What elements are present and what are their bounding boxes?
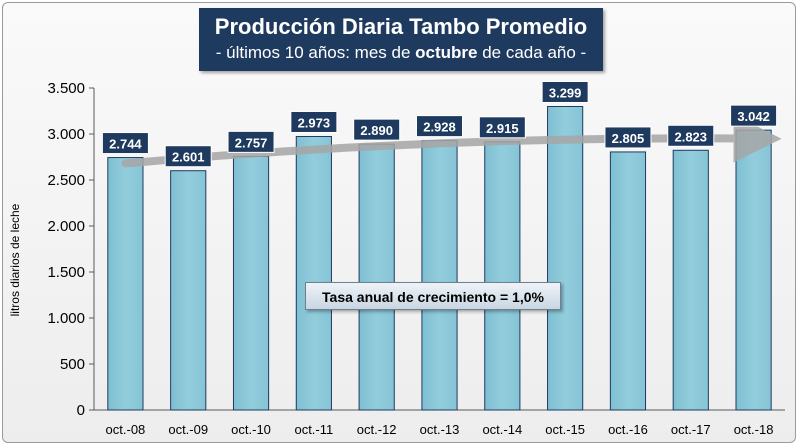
bar	[107, 157, 144, 411]
data-label: 2.601	[172, 150, 205, 165]
bar	[547, 105, 584, 411]
data-label: 2.744	[109, 137, 142, 152]
data-label: 2.928	[423, 120, 456, 135]
subtitle-prefix: - últimos 10 años: mes de	[215, 43, 416, 62]
x-tick-label: oct.-14	[482, 422, 522, 437]
data-label-box	[227, 130, 275, 153]
bar	[232, 155, 270, 411]
y-tick-label: 3.000	[47, 126, 85, 143]
y-tick-label: 0	[77, 402, 85, 419]
x-tick-label: oct.-15	[545, 422, 585, 437]
bar	[358, 143, 395, 411]
bar	[735, 129, 772, 411]
data-label-box	[101, 132, 149, 155]
y-tick-label: 2.500	[47, 172, 85, 189]
data-label-box	[290, 110, 338, 133]
bar	[295, 135, 332, 411]
x-tick-label: oct.-17	[671, 422, 711, 437]
bar	[672, 149, 709, 411]
y-tick-label: 500	[60, 356, 85, 373]
x-tick-label: oct.-16	[608, 422, 648, 437]
growth-rate-callout: Tasa anual de crecimiento = 1,0%	[305, 282, 561, 310]
data-label-box	[478, 116, 526, 139]
bar	[484, 141, 521, 411]
subtitle-month: octubre	[415, 43, 478, 62]
x-tick-label: oct.-13	[420, 422, 460, 437]
x-tick-label: oct.-18	[734, 422, 774, 437]
x-tick-label: oct.-10	[231, 422, 271, 437]
bar	[609, 151, 647, 411]
data-label: 2.805	[612, 131, 645, 146]
data-label: 2.915	[486, 121, 519, 136]
data-label-box	[604, 126, 652, 149]
y-tick-label: 1.000	[47, 310, 85, 327]
data-label-box	[730, 104, 778, 127]
chart-title-box: Producción Diaria Tambo Promedio - últim…	[199, 8, 603, 71]
data-label-box	[164, 145, 212, 168]
bar	[170, 170, 207, 411]
x-tick-label: oct.-09	[168, 422, 208, 437]
data-label-box	[667, 124, 715, 147]
data-label-box	[541, 80, 589, 103]
data-label: 2.973	[298, 115, 331, 130]
data-label: 2.823	[674, 129, 707, 144]
x-tick-label: oct.-12	[357, 422, 397, 437]
x-tick-label: oct.-11	[294, 422, 333, 437]
data-label-box	[416, 115, 463, 138]
y-tick-label: 1.500	[47, 264, 85, 281]
subtitle-suffix: de cada año -	[477, 43, 587, 62]
chart-title: Producción Diaria Tambo Promedio	[214, 14, 588, 39]
y-tick-label: 2.000	[47, 218, 85, 235]
data-label: 3.299	[549, 85, 582, 100]
chart-subtitle: - últimos 10 años: mes de octubre de cad…	[199, 41, 603, 65]
y-tick-label: 3.500	[47, 80, 85, 97]
bar	[421, 140, 458, 411]
data-label: 2.757	[235, 135, 268, 150]
data-label-box	[353, 118, 401, 141]
data-label: 2.890	[360, 123, 393, 138]
x-tick-label: oct.-08	[106, 422, 146, 437]
data-label: 3.042	[737, 109, 770, 124]
